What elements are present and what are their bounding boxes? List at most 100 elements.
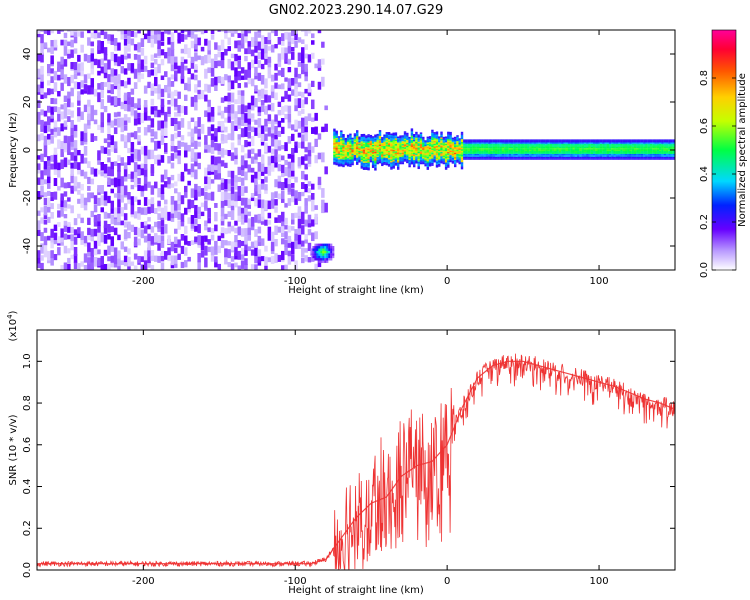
heatmap-cell	[390, 147, 393, 150]
heatmap-cell	[234, 30, 238, 34]
heatmap-cell	[640, 148, 644, 150]
heatmap-cell	[485, 151, 489, 153]
heatmap-cell	[408, 164, 411, 166]
heatmap-cell	[194, 121, 198, 127]
heatmap-cell	[620, 149, 623, 152]
heatmap-cell	[137, 54, 141, 64]
heatmap-cell	[190, 40, 195, 49]
heatmap-cell	[113, 193, 118, 198]
heatmap-cell	[53, 39, 58, 48]
heatmap-cell	[287, 250, 292, 257]
heatmap-cell	[378, 141, 382, 144]
heatmap-cell	[572, 153, 575, 156]
heatmap-cell	[401, 158, 405, 160]
heatmap-cell	[288, 24, 292, 29]
heatmap-cell	[645, 153, 648, 156]
heatmap-cell	[406, 134, 409, 136]
heatmap-cell	[247, 41, 252, 47]
heatmap-cell	[590, 155, 594, 157]
heatmap-cell	[349, 165, 352, 167]
heatmap-cell	[107, 141, 111, 148]
heatmap-cell	[438, 155, 441, 157]
heatmap-cell	[37, 111, 41, 120]
heatmap-cell	[583, 140, 587, 143]
heatmap-cell	[385, 163, 389, 166]
heatmap-cell	[301, 191, 305, 197]
heatmap-cell	[194, 236, 198, 243]
heatmap-cell	[590, 139, 594, 141]
heatmap-cell	[661, 139, 664, 141]
heatmap-cell	[627, 156, 630, 159]
heatmap-cell	[143, 265, 148, 270]
heatmap-cell	[490, 140, 493, 143]
heatmap-cell	[257, 260, 262, 266]
heatmap-cell	[63, 182, 68, 189]
heatmap-cell	[417, 157, 420, 160]
heatmap-cell	[397, 145, 400, 147]
heatmap-cell	[97, 197, 101, 206]
heatmap-cell	[328, 250, 331, 254]
heatmap-cell	[517, 149, 521, 152]
heatmap-cell	[224, 74, 228, 81]
heatmap-cell	[37, 210, 41, 216]
heatmap-cell	[312, 253, 315, 256]
heatmap-cell	[342, 162, 345, 165]
heatmap-cell	[438, 142, 441, 144]
heatmap-cell	[73, 236, 78, 245]
heatmap-cell	[515, 155, 518, 157]
heatmap-cell	[47, 105, 51, 113]
heatmap-cell	[349, 156, 352, 159]
heatmap-cell	[113, 53, 118, 63]
heatmap-cell	[492, 149, 496, 152]
heatmap-cell	[394, 149, 398, 152]
heatmap-cell	[547, 156, 550, 159]
heatmap-cell	[160, 140, 165, 145]
heatmap-cell	[581, 149, 585, 152]
heatmap-cell	[234, 181, 238, 190]
heatmap-cell	[597, 149, 600, 152]
heatmap-cell	[629, 151, 632, 153]
heatmap-cell	[337, 147, 341, 150]
heatmap-cell	[467, 152, 471, 154]
heatmap-cell	[307, 154, 312, 164]
heatmap-cell	[408, 145, 411, 148]
heatmap-cell	[501, 156, 505, 159]
heatmap-cell	[281, 145, 285, 150]
heatmap-cell	[47, 138, 51, 145]
heatmap-cell	[403, 140, 407, 142]
heatmap-cell	[456, 142, 459, 144]
heatmap-cell	[374, 141, 377, 144]
heatmap-cell	[90, 192, 95, 199]
heatmap-cell	[504, 156, 507, 159]
heatmap-cell	[267, 200, 272, 210]
heatmap-cell	[117, 111, 121, 117]
heatmap-cell	[435, 161, 439, 164]
heatmap-cell	[451, 146, 455, 148]
heatmap-cell	[294, 239, 298, 249]
heatmap-cell	[284, 178, 288, 188]
heatmap-cell	[604, 146, 607, 149]
heatmap-cell	[240, 104, 245, 115]
heatmap-cell	[317, 81, 322, 90]
heatmap-cell	[324, 253, 327, 256]
heatmap-cell	[227, 241, 232, 246]
heatmap-cell	[83, 253, 88, 263]
heatmap-cell	[180, 221, 185, 227]
heatmap-cell	[234, 119, 238, 125]
heatmap-cell	[60, 123, 64, 132]
heatmap-cell	[234, 227, 238, 234]
heatmap-cell	[100, 90, 105, 99]
heatmap-cell	[422, 138, 425, 140]
heatmap-cell	[53, 106, 58, 113]
heatmap-cell	[385, 147, 389, 150]
heatmap-cell	[110, 161, 115, 170]
heatmap-cell	[184, 207, 188, 215]
heatmap-cell	[177, 32, 181, 42]
heatmap-cell	[387, 134, 391, 137]
heatmap-cell	[349, 155, 352, 157]
heatmap-cell	[337, 137, 341, 140]
heatmap-cell	[113, 45, 118, 52]
heatmap-cell	[77, 189, 81, 195]
heatmap-cell	[260, 39, 265, 49]
heatmap-cell	[406, 137, 409, 139]
